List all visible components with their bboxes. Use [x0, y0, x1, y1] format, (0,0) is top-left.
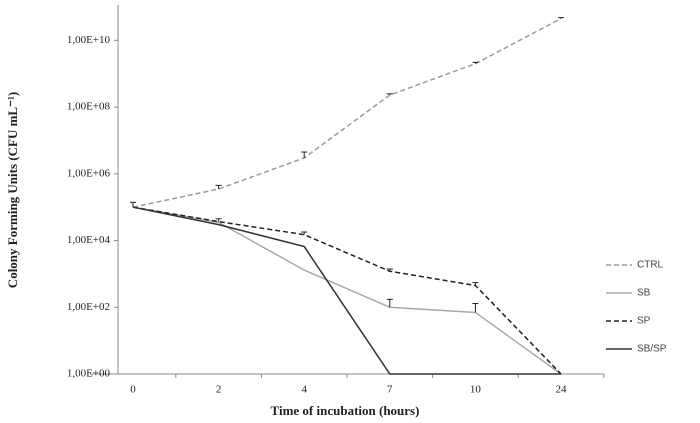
- legend-text: SP: [637, 316, 651, 327]
- legend-text: CTRL: [637, 260, 664, 271]
- x-tick-label: 10: [470, 384, 482, 396]
- y-tick-label: 1,00E+10: [67, 34, 111, 46]
- legend-text: SB/SP: [637, 344, 667, 355]
- y-tick-label: 1,00E+06: [67, 167, 111, 179]
- x-tick-label: 2: [216, 384, 222, 396]
- series-line: [132, 17, 562, 208]
- x-axis-title: Time of incubation (hours): [271, 403, 420, 418]
- legend-text: SB: [637, 288, 651, 299]
- y-tick-label: 1,00E+00: [67, 368, 111, 380]
- series-line: [132, 206, 562, 375]
- y-tick-label: 1,00E+04: [67, 234, 111, 246]
- y-tick-label: 1,00E+08: [67, 101, 111, 113]
- y-tick-label: 1,00E+02: [67, 301, 110, 313]
- x-tick-label: 7: [387, 384, 393, 396]
- series-line: [132, 206, 562, 375]
- x-tick-label: 4: [301, 384, 307, 396]
- x-tick-label: 0: [130, 384, 136, 396]
- series-line: [132, 206, 561, 375]
- y-axis-title: Colony Forming Units (CFU mL⁻¹): [5, 92, 20, 288]
- x-tick-label: 24: [556, 384, 568, 396]
